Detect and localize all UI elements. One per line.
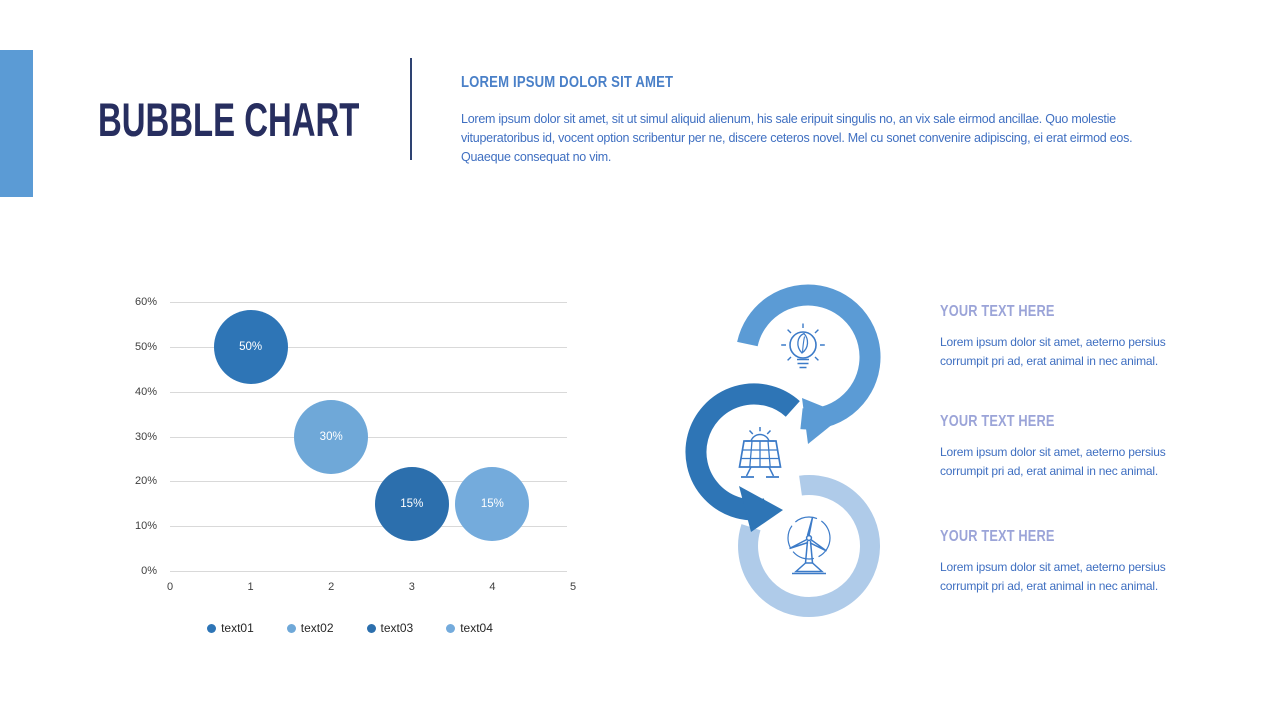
y-axis-tick-label: 0% xyxy=(141,565,157,577)
chart-bubble: 15% xyxy=(455,466,530,541)
legend-label: text04 xyxy=(460,621,493,635)
legend-label: text03 xyxy=(380,621,414,635)
legend-dot-icon xyxy=(207,623,217,633)
ring-3 xyxy=(738,475,881,617)
chart-gridline xyxy=(170,481,567,483)
y-axis-tick-label: 30% xyxy=(134,430,157,443)
section-body: Lorem ipsum dolor sit amet, aeterno pers… xyxy=(940,335,1166,368)
intro-body-text: Lorem ipsum dolor sit amet, sit ut simul… xyxy=(461,112,1133,164)
left-accent-bar xyxy=(0,50,33,197)
legend-item: text02 xyxy=(286,621,334,635)
chart-gridline xyxy=(170,302,567,303)
legend-item: text03 xyxy=(366,621,414,635)
ring-1 xyxy=(737,284,881,444)
chart-bubble: 30% xyxy=(294,399,369,474)
x-axis-tick-label: 2 xyxy=(328,581,335,593)
section-heading: YOUR TEXT HERE xyxy=(940,303,1055,320)
page-title: BUBBLE CHART xyxy=(98,93,360,146)
vertical-divider xyxy=(410,58,412,160)
bubble-chart: 0% 10% 20% 30% 40% 50% 60% 0 1 2 3 4 5 50% 30% 15% 15% t… xyxy=(130,290,600,650)
section-heading: YOUR TEXT HERE xyxy=(940,413,1055,430)
section-body: Lorem ipsum dolor sit amet, aeterno pers… xyxy=(940,445,1166,478)
legend-dot-icon xyxy=(446,623,456,633)
section-heading: YOUR TEXT HERE xyxy=(940,528,1055,545)
ring-2 xyxy=(685,383,800,532)
chart-gridline xyxy=(170,436,567,438)
y-axis-tick-label: 40% xyxy=(134,385,157,398)
chart-gridline xyxy=(170,571,567,572)
eco-bulb-icon xyxy=(781,323,825,369)
x-axis-tick-label: 1 xyxy=(247,581,254,593)
x-axis-tick-label: 3 xyxy=(408,581,415,593)
text-section-2: YOUR TEXT HERE Lorem ipsum dolor sit ame… xyxy=(940,413,1190,480)
text-section-1: YOUR TEXT HERE Lorem ipsum dolor sit ame… xyxy=(940,303,1190,370)
y-axis-tick-label: 20% xyxy=(134,475,157,488)
section-body: Lorem ipsum dolor sit amet, aeterno pers… xyxy=(940,560,1166,593)
solar-panel-icon xyxy=(738,427,782,478)
legend-dot-icon xyxy=(366,623,376,633)
legend-item: text01 xyxy=(207,621,254,635)
chart-gridline xyxy=(170,346,567,348)
chart-legend: text01 text02 text03 text04 xyxy=(130,621,570,635)
intro-heading: LOREM IPSUM DOLOR SIT AMET xyxy=(461,74,674,91)
ring-1-arrowhead xyxy=(802,398,844,444)
legend-label: text01 xyxy=(221,621,254,635)
y-axis-tick-label: 50% xyxy=(134,340,157,353)
x-axis-tick-label: 5 xyxy=(569,581,577,593)
chart-bubble: 50% xyxy=(213,309,288,384)
x-axis-tick-label: 0 xyxy=(166,581,174,593)
chart-bubble: 15% xyxy=(374,466,449,541)
y-axis-tick-label: 60% xyxy=(134,296,157,308)
x-axis-tick-label: 4 xyxy=(489,581,496,593)
wind-turbine-icon xyxy=(787,516,831,575)
ring-2-arrowhead xyxy=(739,486,783,532)
process-cycle-graphic xyxy=(685,284,881,617)
text-section-3: YOUR TEXT HERE Lorem ipsum dolor sit ame… xyxy=(940,528,1190,595)
chart-gridline xyxy=(170,391,567,393)
chart-gridline xyxy=(170,526,567,528)
intro-block: LOREM IPSUM DOLOR SIT AMET Lorem ipsum d… xyxy=(461,74,1173,167)
legend-item: text04 xyxy=(446,621,493,635)
y-axis-tick-label: 10% xyxy=(134,520,157,533)
chart-plot-area: 0% 10% 20% 30% 40% 50% 60% 0 1 2 3 4 5 50% 30% 15% 15% xyxy=(130,290,600,593)
legend-dot-icon xyxy=(286,623,296,633)
legend-label: text02 xyxy=(300,621,334,635)
